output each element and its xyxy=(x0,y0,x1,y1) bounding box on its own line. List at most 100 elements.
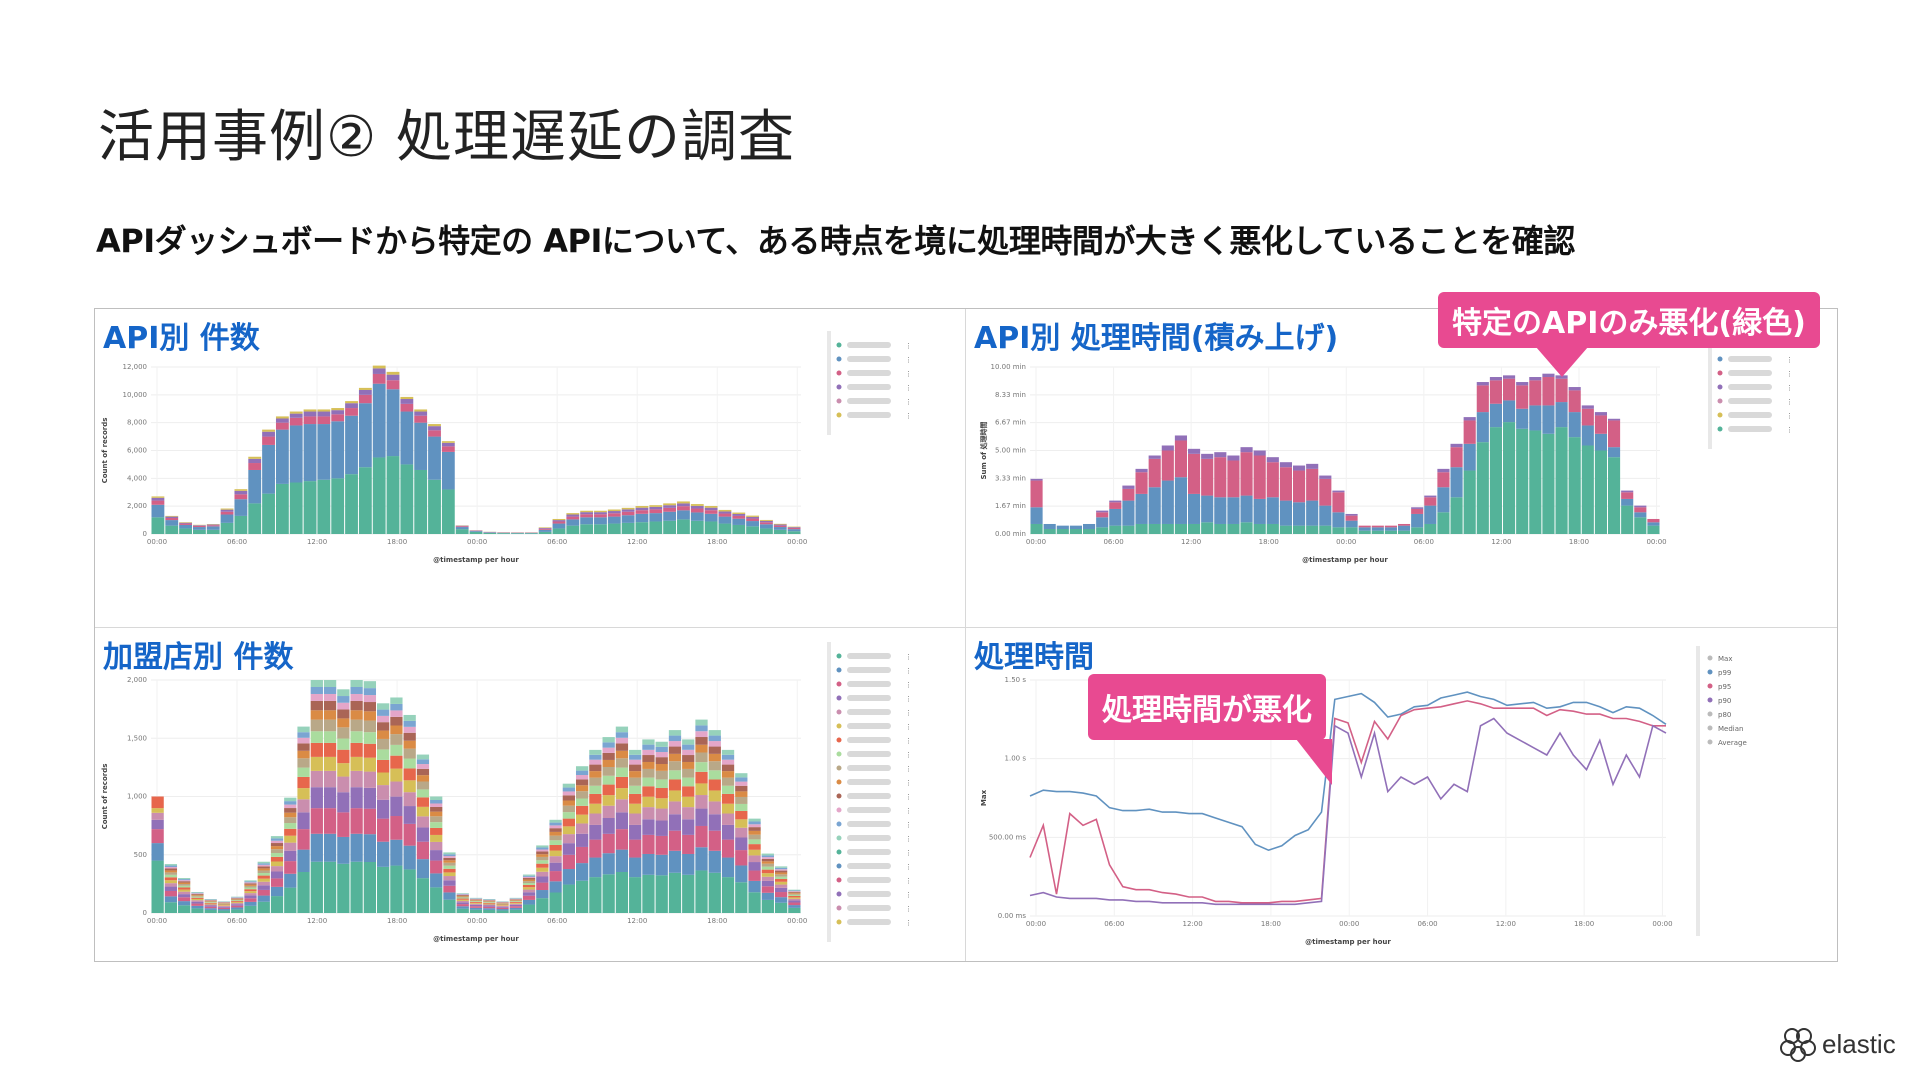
bar-segment xyxy=(416,775,430,782)
bar-segment xyxy=(443,852,456,855)
bar-segment xyxy=(469,531,483,534)
legend-entry-blurred xyxy=(847,737,891,743)
bar-segment xyxy=(244,881,257,883)
bar-segment xyxy=(204,906,217,909)
legend-more-icon: ⋮ xyxy=(905,356,912,364)
bar-segment xyxy=(1608,457,1621,534)
bar-segment xyxy=(257,885,270,890)
bar-segment xyxy=(580,512,594,515)
bar-segment xyxy=(192,529,206,534)
bar-segment xyxy=(164,868,178,871)
bar-segment xyxy=(629,754,642,760)
bar-segment xyxy=(416,859,430,879)
x-tick-label: 06:00 xyxy=(547,538,567,546)
bar-segment xyxy=(310,700,323,711)
bar-segment xyxy=(1096,512,1109,518)
bar-segment xyxy=(549,819,562,823)
bar-segment xyxy=(524,533,538,534)
bar-segment xyxy=(1581,408,1594,426)
bar-segment xyxy=(718,516,732,524)
legend-more-icon: ⋮ xyxy=(905,681,912,689)
legend-entry-blurred xyxy=(847,695,891,701)
bar-segment xyxy=(191,893,204,895)
bar-segment xyxy=(496,905,509,907)
bar-segment xyxy=(178,905,191,913)
bar-segment xyxy=(788,890,801,892)
bar-segment xyxy=(774,887,788,893)
bar-segment xyxy=(345,474,358,534)
bar-segment xyxy=(284,850,297,862)
bar-segment xyxy=(552,528,566,534)
bar-segment xyxy=(275,422,289,430)
bar-segment xyxy=(151,843,164,861)
elastic-logo-text: elastic xyxy=(1822,1028,1896,1059)
bar-segment xyxy=(377,772,390,786)
y-axis-label: Sum of 処理時間 xyxy=(979,421,988,479)
bar-segment xyxy=(217,906,231,908)
bar-segment xyxy=(483,900,496,901)
bar-segment xyxy=(191,896,204,898)
bar-segment xyxy=(414,409,428,412)
panel-api-latency: API別 処理時間(積み上げ) 0.00 min 1.67 min 3.33 min… xyxy=(966,309,1837,627)
bar-segment xyxy=(257,864,270,867)
legend-more-icon: ⋮ xyxy=(1786,412,1793,420)
bar-segment xyxy=(774,897,788,903)
legend-swatch xyxy=(836,863,842,869)
bar-segment xyxy=(562,843,575,855)
bar-segment xyxy=(455,529,469,534)
bar-segment xyxy=(289,482,303,534)
bar-segment xyxy=(774,874,788,877)
y-tick-label: 1.50 s xyxy=(1005,676,1027,684)
legend-swatch xyxy=(836,681,842,687)
bar-segment xyxy=(721,824,735,840)
bar-segment xyxy=(297,732,310,738)
bar-segment xyxy=(663,520,677,534)
bar-segment xyxy=(522,879,536,882)
bar-segment xyxy=(615,829,629,850)
bar-segment xyxy=(1647,518,1660,523)
bar-segment xyxy=(615,788,629,800)
legend-entry-blurred xyxy=(847,370,891,376)
bar-segment xyxy=(1174,440,1187,478)
bar-segment xyxy=(275,416,289,419)
bar-segment xyxy=(695,847,708,871)
legend-swatch xyxy=(1717,356,1723,362)
bar-segment xyxy=(1581,445,1594,534)
bar-segment xyxy=(668,790,682,802)
bar-segment xyxy=(746,521,760,527)
bar-segment xyxy=(607,516,621,524)
bar-segment xyxy=(721,771,735,778)
bar-segment xyxy=(151,819,164,830)
legend-swatch xyxy=(1717,384,1723,390)
bar-segment xyxy=(496,903,509,904)
bar-segment xyxy=(761,876,774,881)
bar-segment xyxy=(774,884,788,888)
bar-segment xyxy=(456,894,469,895)
legend-entry-blurred xyxy=(847,723,891,729)
bar-segment xyxy=(549,856,562,863)
bar-segment xyxy=(575,779,589,786)
bar-segment xyxy=(566,514,580,517)
bar-segment xyxy=(1122,485,1135,489)
bar-segment xyxy=(323,742,337,757)
bar-segment xyxy=(151,500,165,505)
bar-segment xyxy=(323,700,337,711)
bar-segment xyxy=(1411,513,1424,528)
bar-segment xyxy=(275,429,289,484)
bar-segment xyxy=(204,905,217,907)
bar-segment xyxy=(284,873,297,888)
bar-segment xyxy=(649,513,663,522)
bar-segment xyxy=(178,901,191,906)
bar-segment xyxy=(164,886,178,891)
bar-segment xyxy=(594,514,607,518)
bar-segment xyxy=(165,525,179,534)
bar-segment xyxy=(244,901,257,906)
bar-segment xyxy=(496,910,509,913)
bar-segment xyxy=(244,905,257,913)
bar-segment xyxy=(310,686,323,694)
bar-segment xyxy=(708,814,721,831)
bar-segment xyxy=(748,818,761,822)
bar-segment xyxy=(337,863,350,913)
bar-segment xyxy=(690,508,704,513)
legend-more-icon: ⋮ xyxy=(905,751,912,759)
